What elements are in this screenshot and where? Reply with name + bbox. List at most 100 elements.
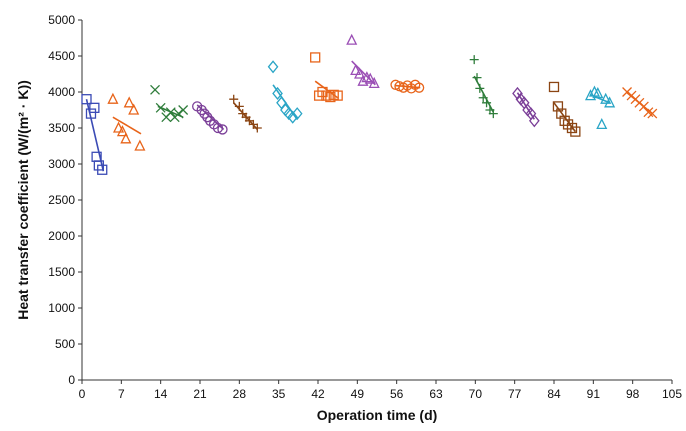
data-point-triangle [584, 89, 597, 101]
series-13 [584, 85, 616, 130]
x-tick-label: 42 [311, 387, 325, 401]
data-point-x [638, 101, 649, 112]
series-12 [548, 81, 581, 137]
data-point-circle [196, 104, 207, 116]
series-6 [267, 60, 303, 124]
series-1 [81, 94, 108, 175]
data-point-plus [229, 94, 239, 104]
data-point-triangle [357, 74, 369, 86]
x-tick-label: 35 [272, 387, 286, 401]
data-point-square [332, 90, 343, 101]
data-point-diamond [512, 86, 523, 100]
data-point-plus [234, 101, 244, 111]
series-14 [622, 87, 658, 119]
data-point-square [313, 90, 325, 101]
data-point-plus [482, 98, 492, 108]
y-axis-title: Heat transfer coefficient (W/(m² · K)) [15, 80, 31, 320]
x-tick-label: 63 [429, 387, 443, 401]
x-tick-label: 0 [79, 387, 86, 401]
x-axis-title: Operation time (d) [317, 407, 438, 423]
data-point-x [178, 105, 189, 115]
data-point-circle [413, 82, 425, 93]
y-tick-label: 5000 [48, 13, 75, 27]
y-tick-label: 4500 [48, 49, 75, 63]
data-point-plus [469, 55, 479, 65]
data-point-diamond [272, 86, 283, 100]
data-point-triangle [596, 117, 608, 130]
data-point-triangle [112, 121, 125, 133]
data-point-plus [475, 83, 485, 93]
data-point-circle [217, 124, 228, 135]
series-8 [346, 33, 380, 89]
y-tick-label: 2000 [48, 229, 75, 243]
trend-line [112, 116, 142, 135]
data-point-square [570, 126, 581, 137]
x-tick-label: 91 [587, 387, 601, 401]
y-tick-label: 1000 [48, 301, 75, 315]
data-point-triangle [600, 92, 612, 104]
y-tick-label: 500 [55, 337, 75, 351]
data-point-square [81, 94, 92, 105]
data-point-triangle [350, 63, 362, 76]
data-point-triangle [364, 72, 376, 84]
data-point-triangle [368, 76, 380, 89]
data-point-diamond [528, 114, 540, 128]
series-11 [512, 86, 540, 128]
data-point-triangle [107, 92, 119, 104]
data-point-triangle [354, 67, 366, 79]
data-point-circle [199, 108, 210, 119]
data-point-square [310, 52, 321, 63]
series-10 [469, 55, 498, 119]
data-point-diamond [291, 107, 303, 121]
series-3 [150, 84, 189, 123]
data-point-plus [488, 109, 498, 119]
data-point-square [325, 91, 336, 103]
plot-area [81, 33, 658, 175]
data-point-triangle [134, 139, 146, 151]
x-tick-label: 70 [469, 387, 483, 401]
x-tick-label: 49 [351, 387, 365, 401]
x-tick-label: 84 [547, 387, 561, 401]
data-point-triangle [120, 132, 132, 144]
x-tick-label: 77 [508, 387, 522, 401]
data-point-x [155, 102, 166, 113]
data-point-x [150, 84, 161, 95]
series-5 [229, 94, 262, 133]
x-tick-label: 7 [118, 387, 125, 401]
data-point-triangle [128, 103, 140, 115]
data-point-square [556, 108, 567, 119]
data-point-square [566, 122, 578, 134]
data-point-square [552, 101, 564, 112]
data-point-triangle [123, 96, 135, 108]
data-point-triangle [346, 33, 358, 45]
y-tick-label: 4000 [48, 85, 75, 99]
axes: 0 7 14 21 28 35 42 49 56 63 70 77 84 91 98 105 0 500 1000 1… [48, 13, 682, 401]
x-tick-label: 98 [626, 387, 640, 401]
y-tick-label: 3500 [48, 121, 75, 135]
x-tick-label: 14 [154, 387, 168, 401]
series-2 [107, 92, 146, 151]
data-point-triangle [604, 96, 616, 108]
data-point-diamond [283, 107, 295, 121]
data-point-triangle [116, 125, 129, 137]
y-tick-label: 3000 [48, 157, 75, 171]
data-point-circle [212, 122, 224, 134]
x-tick-label: 105 [662, 387, 682, 401]
data-point-square [559, 115, 570, 126]
data-point-square [89, 102, 100, 113]
series-4 [192, 101, 228, 135]
x-tick-label: 56 [390, 387, 404, 401]
data-point-triangle [592, 86, 604, 99]
y-tick-label: 2500 [48, 193, 75, 207]
data-point-x [647, 108, 658, 119]
series-9 [390, 79, 425, 94]
data-point-square [85, 108, 97, 119]
data-point-square [548, 81, 560, 93]
x-tick-label: 28 [233, 387, 247, 401]
data-point-plus [252, 123, 262, 133]
y-tick-label: 0 [68, 373, 75, 387]
data-point-circle [202, 112, 213, 123]
x-tick-label: 21 [193, 387, 207, 401]
